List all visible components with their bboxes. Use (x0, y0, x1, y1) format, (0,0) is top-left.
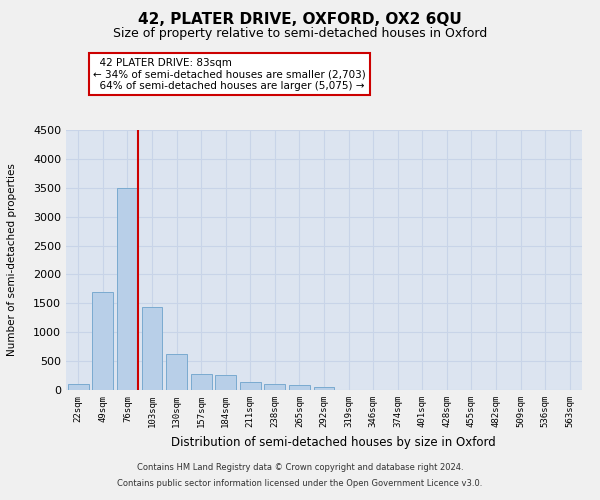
Text: 42 PLATER DRIVE: 83sqm
← 34% of semi-detached houses are smaller (2,703)
  64% o: 42 PLATER DRIVE: 83sqm ← 34% of semi-det… (93, 58, 366, 90)
Bar (68, 384, 89, 390)
Text: Size of property relative to semi-detached houses in Oxford: Size of property relative to semi-detach… (113, 28, 487, 40)
Bar (92, 292, 113, 390)
Bar (142, 308, 163, 390)
Bar (314, 386, 334, 390)
Text: Contains public sector information licensed under the Open Government Licence v3: Contains public sector information licen… (118, 478, 482, 488)
Text: Distribution of semi-detached houses by size in Oxford: Distribution of semi-detached houses by … (170, 436, 496, 449)
Bar (166, 354, 187, 390)
Bar (191, 374, 212, 390)
Bar (215, 375, 236, 390)
Text: Contains HM Land Registry data © Crown copyright and database right 2024.: Contains HM Land Registry data © Crown c… (137, 464, 463, 472)
Bar (289, 385, 310, 390)
Bar (117, 188, 138, 390)
Text: 42, PLATER DRIVE, OXFORD, OX2 6QU: 42, PLATER DRIVE, OXFORD, OX2 6QU (138, 12, 462, 28)
Bar (240, 382, 261, 390)
Text: Number of semi-detached properties: Number of semi-detached properties (7, 164, 17, 356)
Bar (265, 384, 286, 390)
